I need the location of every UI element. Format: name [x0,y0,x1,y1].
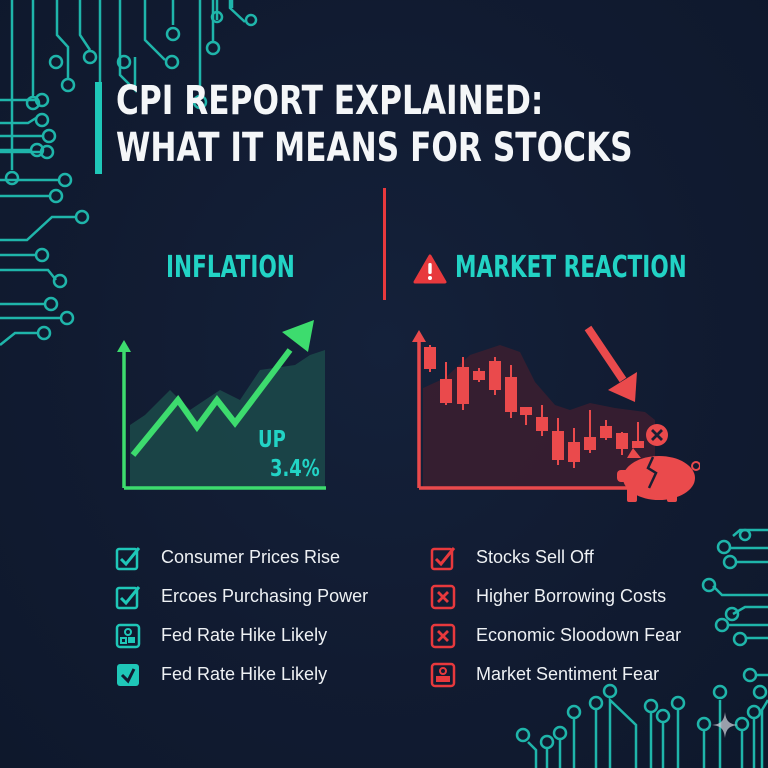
list-item-label: Fed Rate Hike Likely [161,625,328,645]
list-item: Ercoes Purchasing Power [115,577,368,616]
arrows-box-icon [117,663,139,686]
list-item-label: Fed Rate Hike Likely [161,664,328,684]
inflation-chart [117,320,326,490]
person-badge-icon [115,623,141,648]
market-reaction-heading: MARKET REACTION [455,250,687,285]
list-item-label: Economic Sloodown Fear [476,625,682,645]
section-divider [383,188,386,300]
x-box-icon [430,584,456,609]
check-box-icon [115,585,141,609]
inflation-heading: INFLATION [166,250,295,285]
list-item-label: Higher Borrowing Costs [476,586,667,606]
sparkle-icon [712,712,738,738]
list-item-label: Ercoes Purchasing Power [161,586,369,606]
list-item-label: Market Sentiment Fear [476,664,660,684]
list-item: Economic Sloodown Fear [430,616,681,655]
list-item-label: Stocks Sell Off [476,547,594,567]
chart-label-up: UP [258,427,286,453]
list-item: Higher Borrowing Costs [430,577,681,616]
warning-icon [413,254,447,284]
check-box-icon [430,546,456,570]
check-box-icon [115,546,141,570]
market-reaction-chart [412,325,700,502]
list-item-label: Consumer Prices Rise [161,547,341,567]
inflation-list: Consumer Prices Rise Ercoes Purchasing P… [115,538,368,694]
title-line-1: CPI REPORT EXPLAINED: [116,78,544,124]
list-item: Consumer Prices Rise [115,538,368,577]
title-accent-bar [95,82,102,174]
market-reaction-list: Stocks Sell Off Higher Borrowing Costs E… [430,538,681,694]
title-line-2: WHAT IT MEANS FOR STOCKS [116,125,633,171]
x-box-icon [430,623,456,648]
list-item: Market Sentiment Fear [430,655,681,694]
list-item: Stocks Sell Off [430,538,681,577]
page-title: CPI REPORT EXPLAINED: WHAT IT MEANS FOR … [116,78,633,172]
chart-label-percent: 3.4% [270,456,320,482]
list-item: Fed Rate Hike Likely [115,655,368,694]
list-item: Fed Rate Hike Likely [115,616,368,655]
person-badge-icon [430,662,456,687]
